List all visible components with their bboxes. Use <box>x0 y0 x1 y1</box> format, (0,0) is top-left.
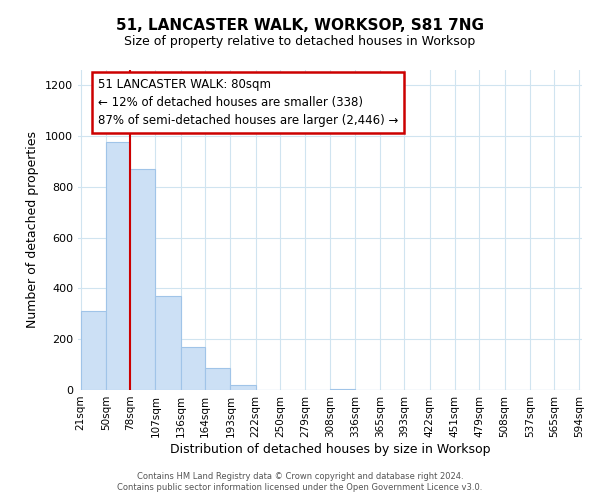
Text: 51 LANCASTER WALK: 80sqm
← 12% of detached houses are smaller (338)
87% of semi-: 51 LANCASTER WALK: 80sqm ← 12% of detach… <box>98 78 398 127</box>
Bar <box>230 385 256 390</box>
Bar <box>106 142 130 390</box>
Bar <box>80 312 106 390</box>
Bar <box>331 388 355 390</box>
Text: Contains public sector information licensed under the Open Government Licence v3: Contains public sector information licen… <box>118 484 482 492</box>
Bar <box>155 296 181 390</box>
Bar <box>205 368 230 390</box>
Bar <box>181 347 205 390</box>
Text: 51, LANCASTER WALK, WORKSOP, S81 7NG: 51, LANCASTER WALK, WORKSOP, S81 7NG <box>116 18 484 32</box>
Bar <box>130 169 155 390</box>
Text: Contains HM Land Registry data © Crown copyright and database right 2024.: Contains HM Land Registry data © Crown c… <box>137 472 463 481</box>
Text: Size of property relative to detached houses in Worksop: Size of property relative to detached ho… <box>124 35 476 48</box>
X-axis label: Distribution of detached houses by size in Worksop: Distribution of detached houses by size … <box>170 442 490 456</box>
Y-axis label: Number of detached properties: Number of detached properties <box>26 132 40 328</box>
